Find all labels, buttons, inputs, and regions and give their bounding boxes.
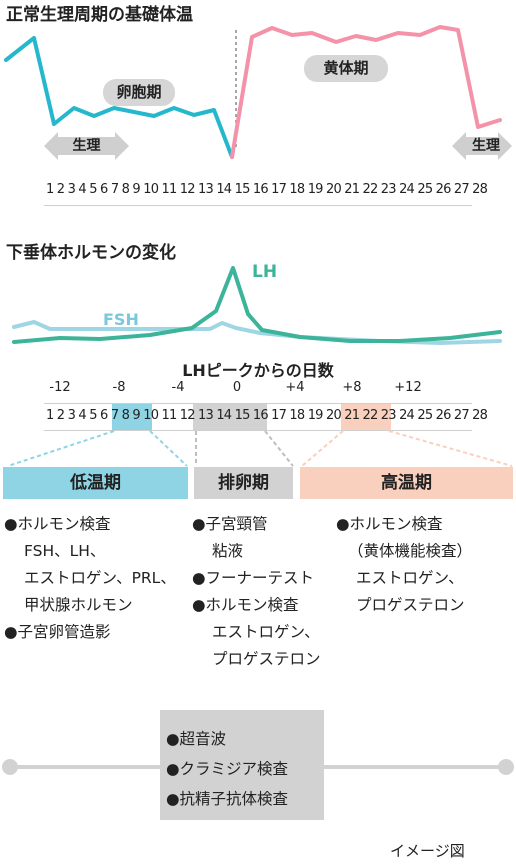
high-phase-box: 高温期 — [300, 467, 513, 499]
ovulation-connector-right — [264, 430, 294, 467]
fsh-label: FSH — [103, 310, 139, 329]
high-connector-left — [301, 430, 344, 467]
bbt-day-numbers: 1 2 3 4 5 6 7 8 9 10 11 12 13 14 15 16 1… — [46, 182, 488, 197]
test-hormone: ●ホルモン検査 — [192, 596, 299, 614]
tick-plus-8: +8 — [342, 380, 362, 395]
tests-low-list: ●ホルモン検査 FSH、LH、 エストロゲン、PRL、 甲状腺ホルモン ●子宮卵… — [4, 511, 176, 646]
tick-minus-8: -8 — [112, 380, 126, 395]
timeline-start-dot — [2, 759, 18, 775]
high-phase-highlight — [341, 404, 391, 430]
test-hormone-detail: プロゲステロン — [356, 596, 465, 614]
test-hormone-detail: （黄体機能検査） — [348, 542, 473, 560]
follicular-label-bg — [103, 79, 175, 106]
tests-all-list: ●超音波 ●クラミジア検査 ●抗精子抗体検査 — [166, 724, 288, 814]
test-hormone-detail: エストロゲン、PRL、 — [24, 569, 176, 587]
follicular-phase-label: 卵胞期 — [116, 83, 162, 101]
test-cervical-mucus-detail: 粘液 — [212, 542, 244, 560]
lh-day-numbers: 1 2 3 4 5 6 7 8 9 10 11 12 13 14 15 16 1… — [46, 408, 488, 423]
ovulation-phase-box: 排卵期 — [194, 467, 293, 499]
menses-arrow-right — [452, 132, 512, 160]
timeline-end-dot — [498, 759, 514, 775]
hormone-chart: LH FSH — [12, 262, 502, 345]
test-cervical-mucus: ●子宮頸管 — [192, 515, 268, 533]
tick-zero: 0 — [232, 380, 242, 395]
lh-peak-title: LHピークからの日数 — [182, 361, 334, 380]
lh-day-rule-top — [44, 403, 472, 404]
tick-plus-12: +12 — [394, 380, 422, 395]
tests-high-list: ●ホルモン検査 （黄体機能検査） エストロゲン、 プロゲステロン — [336, 511, 472, 619]
image-note: イメージ図 — [390, 842, 465, 860]
test-hormone: ●ホルモン検査 — [4, 515, 111, 533]
low-phase-box: 低温期 — [3, 467, 188, 499]
all-cycle-tests-box — [160, 710, 324, 820]
test-hormone-detail: 甲状腺ホルモン — [24, 596, 133, 614]
lh-label: LH — [252, 262, 277, 282]
lh-line — [12, 266, 502, 344]
test-hormone-detail: エストロゲン、 — [356, 569, 464, 587]
test-huhner: ●フーナーテスト — [192, 569, 315, 587]
lh-day-rule-bottom — [44, 430, 472, 431]
bbt-high-temp-line — [230, 25, 502, 159]
hormone-title: 下垂体ホルモンの変化 — [6, 243, 176, 263]
high-connector-right — [388, 430, 513, 467]
tick-minus-4: -4 — [171, 380, 185, 395]
tests-ovulation-list: ●子宮頸管 粘液 ●フーナーテスト ●ホルモン検査 エストロゲン、 プロゲステロ… — [192, 511, 321, 673]
low-connector-left — [7, 430, 115, 467]
phase-connectors — [7, 430, 513, 467]
menses-arrow-left — [44, 132, 129, 160]
test-hormone: ●ホルモン検査 — [336, 515, 443, 533]
test-hsg: ●子宮卵管造影 — [4, 623, 111, 641]
test-ultrasound: ●超音波 — [166, 730, 227, 748]
low-phase-highlight — [112, 404, 152, 430]
ovulation-phase-highlight — [193, 404, 267, 430]
tick-plus-4: +4 — [285, 380, 305, 395]
luteal-phase-label: 黄体期 — [323, 59, 369, 77]
menses-label-left: 生理 — [72, 138, 101, 154]
test-antisperm-antibody: ●抗精子抗体検査 — [166, 790, 289, 808]
tick-minus-12: -12 — [49, 380, 71, 395]
test-chlamydia: ●クラミジア検査 — [166, 760, 289, 778]
bbt-title: 正常生理周期の基礎体温 — [6, 5, 193, 25]
test-hormone-detail: プロゲステロン — [212, 650, 321, 668]
bbt-chart — [4, 25, 512, 160]
test-hormone-detail: FSH、LH、 — [24, 542, 106, 560]
menses-label-right: 生理 — [472, 138, 500, 154]
test-hormone-detail: エストロゲン、 — [212, 623, 320, 641]
bbt-day-rule — [44, 205, 472, 206]
low-connector-right — [149, 430, 188, 467]
lh-peak-ticks: -12 -8 -4 0 +4 +8 +12 — [0, 380, 516, 400]
bbt-low-temp-line — [4, 36, 234, 159]
luteal-label-bg — [304, 55, 388, 82]
